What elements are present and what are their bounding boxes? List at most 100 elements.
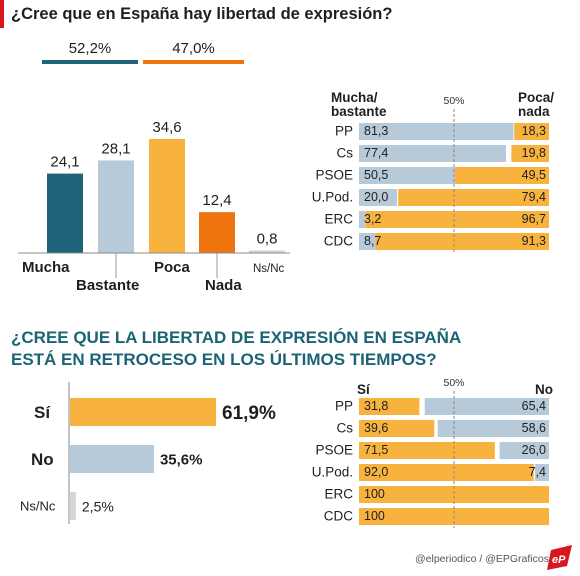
bar-segment-left: [359, 189, 397, 206]
party-label: U.Pod.: [312, 190, 353, 205]
right-value-label: 65,4: [522, 399, 546, 413]
bar-segment-left: [359, 145, 507, 162]
left-value-label: 31,8: [364, 399, 388, 413]
bar-segment-left: [359, 486, 549, 503]
section-title-line-2: ESTÁ EN RETROCESO EN LOS ÚLTIMOS TIEMPOS…: [11, 350, 437, 369]
bar-segment-left: [359, 464, 534, 481]
chart-freedom-distribution: 24,1 Mucha 28,1 Bastante 34,6 Poca 12,4 Nada 0,8…: [18, 40, 290, 294]
left-header: Mucha/: [331, 90, 378, 105]
chart-freedom-by-party: Mucha/bastante Poca/nada 50% PP 81,3 18,3 Cs 77…: [312, 90, 554, 253]
bar-segment-left: [359, 123, 514, 140]
party-label: CDC: [324, 509, 353, 524]
bar-s: [70, 398, 216, 426]
bar-segment-right: [511, 145, 549, 162]
category-label: Sí: [34, 403, 51, 422]
bar-segment-left: [359, 167, 455, 184]
bar-segment-right: [437, 420, 549, 437]
bar-segment-right: [454, 167, 549, 184]
bar-value-label: 24,1: [50, 154, 79, 171]
credit-text: @elperiodico / @EPGraficos: [415, 553, 549, 565]
party-label: PSOE: [315, 443, 353, 458]
category-label: Nada: [205, 277, 242, 294]
bar-value-label: 35,6%: [160, 452, 203, 469]
logo-badge-shape: [547, 545, 572, 570]
left-header: Sí: [357, 382, 371, 397]
left-value-label: 100: [364, 509, 385, 523]
bar-segment-left: [359, 398, 420, 415]
right-value-label: 96,7: [522, 212, 546, 226]
left-value-label: 3,2: [364, 212, 381, 226]
bar-value-label: 2,5%: [82, 499, 114, 515]
bar-value-label: 61,9%: [222, 403, 276, 424]
party-label: PP: [335, 399, 353, 414]
group-total-bar: [143, 60, 244, 64]
bar-segment-left: [359, 442, 495, 459]
category-label: Ns/Nc: [253, 263, 285, 275]
chart-regression-overall: Sí 61,9% No 35,6% Ns/Nc 2,5%: [20, 382, 276, 524]
bar-value-label: 12,4: [202, 192, 231, 209]
right-value-label: 7,4: [529, 465, 546, 479]
chart-regression-by-party: Sí No 50% PP 31,8 65,4 Cs 39,6 58,6 PSOE 71,5 26,0 U…: [312, 377, 553, 528]
category-label: No: [31, 450, 54, 469]
left-value-label: 8,7: [364, 234, 381, 248]
group-total-label: 52,2%: [69, 40, 112, 57]
group-total-bar: [42, 60, 138, 64]
left-value-label: 81,3: [364, 124, 388, 138]
right-header: nada: [518, 104, 550, 119]
group-total-label: 47,0%: [172, 40, 215, 57]
bar-segment-right: [534, 464, 549, 481]
left-value-label: 71,5: [364, 443, 388, 457]
bar-segment-right: [398, 189, 549, 206]
right-value-label: 19,8: [522, 146, 546, 160]
midpoint-label: 50%: [443, 95, 464, 107]
category-label: Ns/Nc: [20, 499, 56, 514]
party-label: CDC: [324, 234, 353, 249]
bar-mucha: [47, 173, 83, 253]
bar-bastante: [98, 160, 134, 253]
right-value-label: 18,3: [522, 124, 546, 138]
category-label: Mucha: [22, 259, 70, 276]
right-header: No: [535, 382, 553, 397]
bar-segment-right: [424, 398, 549, 415]
ep-logo: eP: [547, 545, 572, 570]
right-value-label: 79,4: [522, 190, 546, 204]
right-value-label: 91,3: [522, 234, 546, 248]
bar-nsnc: [249, 250, 285, 253]
left-value-label: 77,4: [364, 146, 388, 160]
bar-segment-right: [499, 442, 549, 459]
bar-value-label: 0,8: [257, 230, 278, 247]
category-label: Poca: [154, 259, 191, 276]
main-title: ¿Cree que en España hay libertad de expr…: [11, 5, 392, 23]
right-value-label: 58,6: [522, 421, 546, 435]
party-label: PP: [335, 124, 353, 139]
logo-text: eP: [552, 554, 566, 566]
bar-nada: [199, 212, 235, 253]
party-label: Cs: [337, 421, 354, 436]
bar-segment-right: [375, 233, 549, 250]
bar-no: [70, 445, 154, 473]
category-label: Bastante: [76, 277, 139, 294]
right-value-label: 26,0: [522, 443, 546, 457]
bar-segment-left: [359, 420, 435, 437]
bar-value-label: 28,1: [101, 140, 130, 157]
left-value-label: 100: [364, 487, 385, 501]
bar-segment-right: [365, 211, 549, 228]
left-value-label: 20,0: [364, 190, 388, 204]
bar-segment-left: [359, 233, 376, 250]
bar-segment-right: [514, 123, 549, 140]
party-label: Cs: [337, 146, 354, 161]
title-accent-bar: [0, 0, 4, 28]
midpoint-label: 50%: [443, 377, 464, 389]
left-value-label: 39,6: [364, 421, 388, 435]
party-label: U.Pod.: [312, 465, 353, 480]
party-label: ERC: [324, 212, 353, 227]
left-header: bastante: [331, 104, 387, 119]
bar-poca: [149, 139, 185, 253]
bar-segment-left: [359, 211, 366, 228]
section-title-line-1: ¿CREE QUE LA LIBERTAD DE EXPRESIÓN EN ES…: [11, 327, 461, 347]
left-value-label: 92,0: [364, 465, 388, 479]
party-label: PSOE: [315, 168, 353, 183]
bar-value-label: 34,6: [152, 119, 181, 136]
right-header: Poca/: [518, 90, 554, 105]
